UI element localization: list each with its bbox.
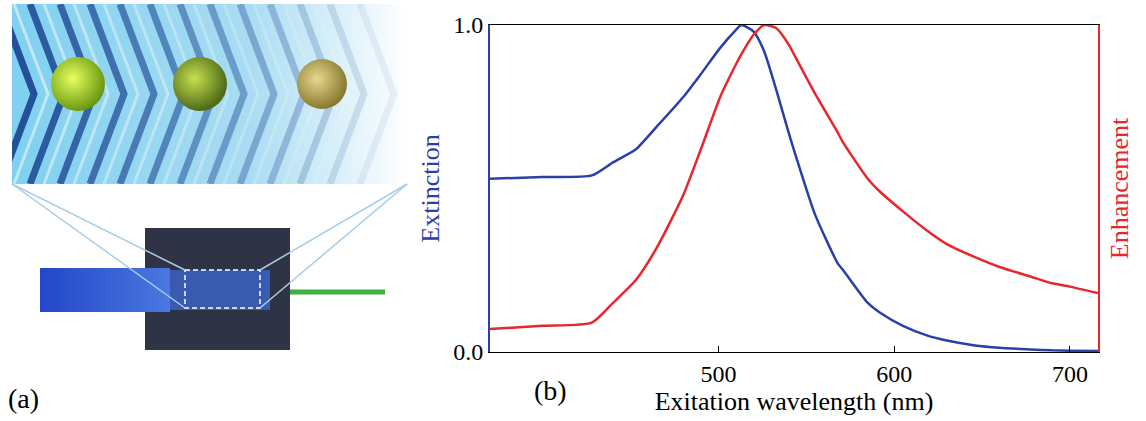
svg-text:(b): (b) <box>534 375 567 406</box>
svg-text:500: 500 <box>700 361 736 387</box>
svg-text:0.0: 0.0 <box>453 339 483 365</box>
svg-text:600: 600 <box>876 361 912 387</box>
svg-text:Exitation wavelength (nm): Exitation wavelength (nm) <box>655 387 934 416</box>
svg-text:(a): (a) <box>8 383 39 414</box>
svg-text:Extinction: Extinction <box>416 134 445 242</box>
svg-text:700: 700 <box>1052 361 1088 387</box>
svg-text:Enhancement: Enhancement <box>1105 117 1134 259</box>
svg-text:1.0: 1.0 <box>453 12 483 38</box>
